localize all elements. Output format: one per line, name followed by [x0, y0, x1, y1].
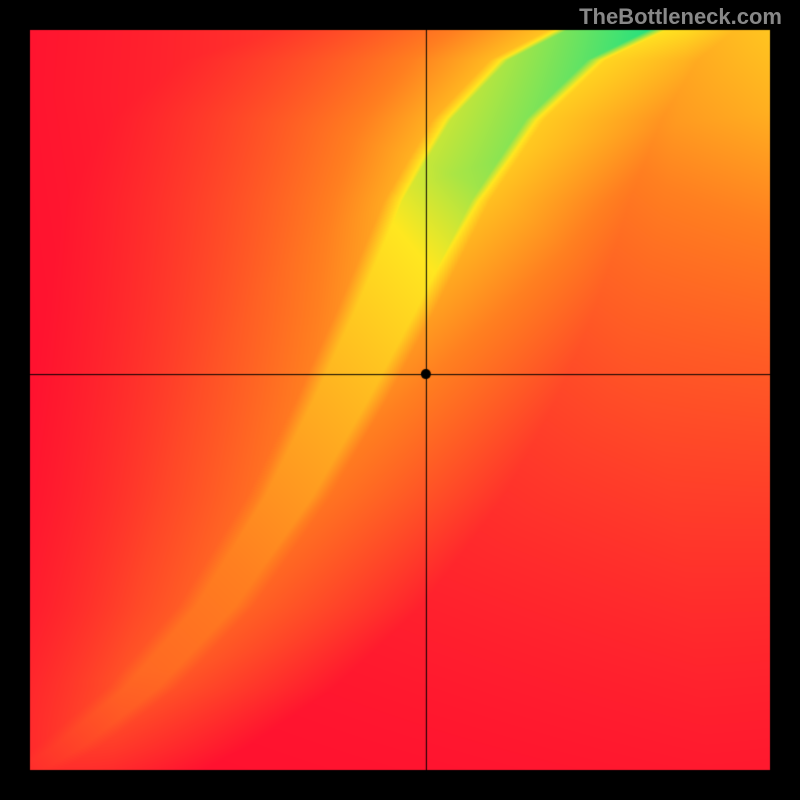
bottleneck-heatmap — [0, 0, 800, 800]
watermark-label: TheBottleneck.com — [579, 4, 782, 30]
chart-container: TheBottleneck.com — [0, 0, 800, 800]
